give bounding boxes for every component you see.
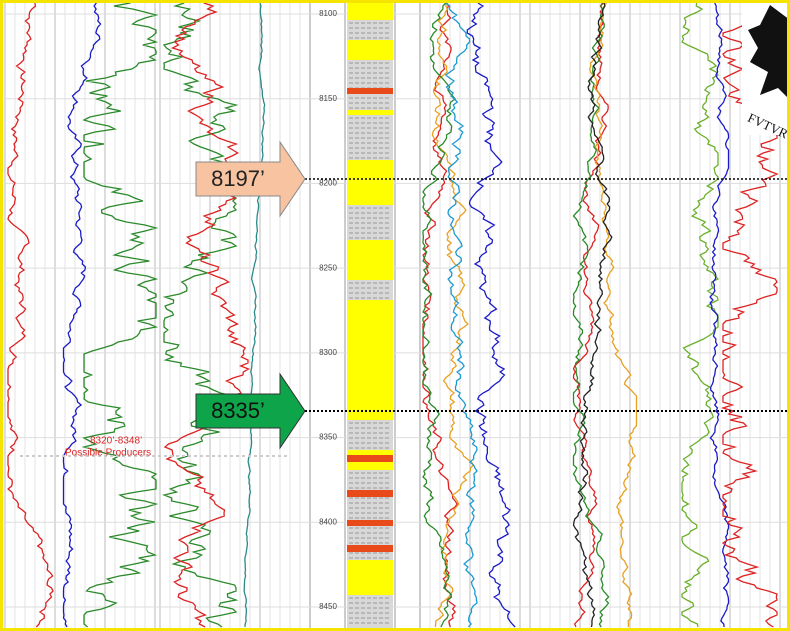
- shale: [347, 280, 393, 300]
- depth-label: 8300: [319, 348, 337, 357]
- depth-label: 8250: [319, 263, 337, 272]
- red-bed: [347, 455, 393, 462]
- log-curves: [7, 2, 779, 628]
- log-curve: [589, 2, 638, 628]
- shale: [347, 420, 393, 450]
- emblem: FVTVRVM: [742, 0, 790, 150]
- interval-range: 8320’-8348’: [90, 436, 142, 447]
- red-bed: [347, 545, 393, 552]
- depth-label: 8150: [319, 94, 337, 103]
- log-curve: [572, 2, 610, 628]
- log-curve: [681, 2, 720, 628]
- lithology-column: [347, 3, 393, 628]
- log-curve: [444, 2, 478, 628]
- marker-label: 8197’: [211, 166, 265, 191]
- log-curve: [466, 2, 516, 628]
- interval-note: Possible Producers: [65, 448, 151, 459]
- log-curve: [572, 2, 609, 628]
- log-curve: [709, 2, 730, 628]
- red-bed: [347, 88, 393, 94]
- log-curve: [62, 2, 102, 628]
- red-bed: [347, 520, 393, 526]
- depth-label: 8400: [319, 517, 337, 526]
- log-curve: [431, 2, 475, 628]
- log-curve: [163, 2, 251, 628]
- depth-label: 8200: [319, 179, 337, 188]
- log-curve: [162, 2, 239, 628]
- depth-label: 8450: [319, 602, 337, 611]
- marker-label: 8335’: [211, 398, 265, 423]
- marker-arrow: [195, 140, 306, 218]
- log-curve: [422, 2, 457, 628]
- marker-arrow: [195, 372, 306, 450]
- shale: [347, 20, 393, 40]
- log-curve: [572, 2, 613, 628]
- track-grid: [4, 3, 790, 628]
- log-curve: [7, 2, 54, 628]
- depth-label: 8350: [319, 433, 337, 442]
- depth-track: 8100 8150 8200 8250 8300 8350 8400 8450: [319, 9, 337, 611]
- depth-label: 8100: [319, 9, 337, 18]
- log-curve: [81, 2, 159, 628]
- eagle: [748, 5, 790, 100]
- log-curve: [243, 2, 266, 628]
- red-bed: [347, 490, 393, 497]
